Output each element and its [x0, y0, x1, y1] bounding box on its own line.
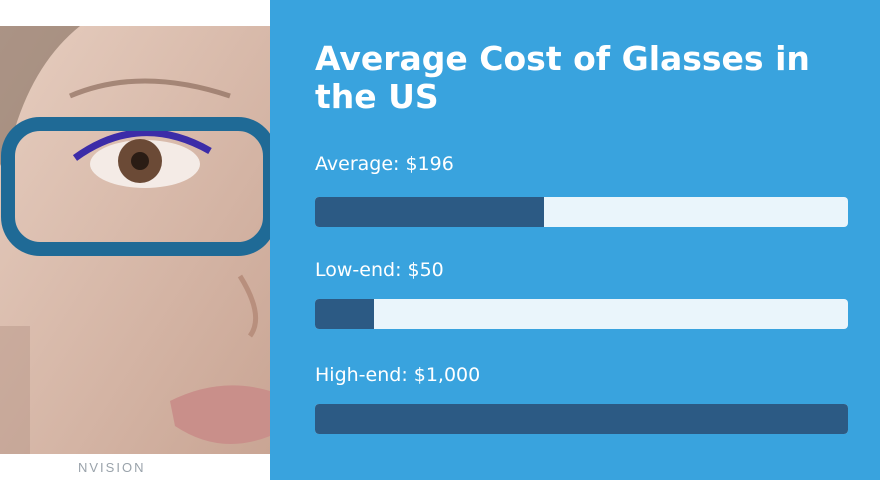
bar-label: Low-end: $50: [315, 259, 444, 281]
brand-logo: NVISION: [78, 460, 146, 475]
bar-label: Average: $196: [315, 153, 454, 175]
chart-title: Average Cost of Glasses in the US: [315, 39, 810, 116]
portrait-photo: [0, 26, 270, 454]
bar-label: High-end: $1,000: [315, 364, 481, 386]
bar-track: [315, 404, 848, 434]
bar-track: [315, 197, 848, 227]
bar: [315, 404, 848, 434]
bar: [315, 299, 374, 329]
portrait-illustration: [0, 26, 270, 454]
bar-track: [315, 299, 848, 329]
bar: [315, 197, 545, 227]
info-panel: Average Cost of Glasses in the US Averag…: [270, 0, 880, 480]
